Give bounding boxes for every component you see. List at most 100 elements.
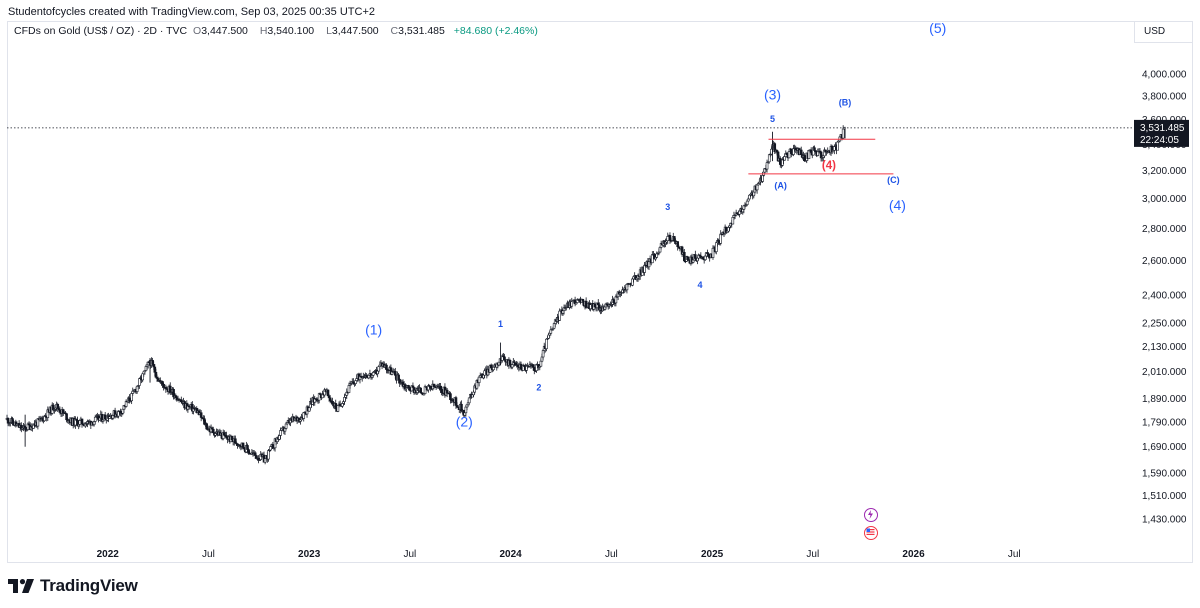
candle-body xyxy=(807,150,811,159)
candle-body xyxy=(93,416,97,422)
candle-body xyxy=(61,409,65,414)
wave-label: 3 xyxy=(665,202,670,212)
candle-body xyxy=(761,175,764,182)
wave-label: (3) xyxy=(764,87,781,103)
x-tick-label: 2026 xyxy=(902,549,925,560)
candle-body xyxy=(833,146,836,151)
candle-body xyxy=(532,367,536,371)
candle-body xyxy=(783,156,786,161)
candle-body xyxy=(344,394,347,398)
candle-body xyxy=(668,235,672,241)
candle-body xyxy=(6,417,10,424)
candle-body xyxy=(714,242,718,252)
candle-body xyxy=(393,371,397,376)
x-tick-label: 2023 xyxy=(298,549,321,560)
candle-body xyxy=(748,194,751,200)
price-tag-countdown: 22:24:05 xyxy=(1140,135,1179,146)
tradingview-logo-icon xyxy=(8,579,34,593)
candle-body xyxy=(707,253,710,258)
candle-body xyxy=(138,378,141,386)
candle-body xyxy=(472,391,475,396)
candle-body xyxy=(255,455,258,459)
candle-body xyxy=(253,452,257,456)
candle-body xyxy=(465,404,469,408)
candle-body xyxy=(471,394,474,398)
candle-body xyxy=(246,445,249,450)
y-tick-label: 1,890.000 xyxy=(1142,394,1187,405)
open-value: 3,447.500 xyxy=(201,25,248,37)
candle-body xyxy=(279,430,282,436)
tradingview-logo[interactable]: TradingView xyxy=(8,576,138,596)
wave-label: (B) xyxy=(839,97,852,107)
y-tick-label: 1,430.000 xyxy=(1142,515,1187,526)
wave-label: 5 xyxy=(770,114,775,124)
candle-body xyxy=(440,389,443,394)
x-tick-label: 2022 xyxy=(97,549,120,560)
x-tick-label: Jul xyxy=(202,549,215,560)
candle-body xyxy=(162,384,165,388)
candle-body xyxy=(225,435,228,439)
candle-body xyxy=(765,162,769,170)
chart-credit: Studentofcycles created with TradingView… xyxy=(8,6,375,18)
candle-body xyxy=(283,428,287,432)
y-tick-label: 2,130.000 xyxy=(1142,342,1187,353)
candle-body xyxy=(809,149,813,153)
ohlc-legend: CFDs on Gold (US$ / OZ) · 2D · TVC O3,44… xyxy=(14,25,538,37)
currency-button[interactable]: USD xyxy=(1134,21,1193,43)
candle-body xyxy=(787,151,791,159)
candle-body xyxy=(836,141,839,151)
x-tick-label: Jul xyxy=(605,549,618,560)
candle-body xyxy=(449,393,452,400)
candle-body xyxy=(746,198,750,202)
candle-body xyxy=(135,385,139,392)
wave-label: 4 xyxy=(697,280,702,290)
candle-body xyxy=(547,334,550,339)
candle-body xyxy=(151,360,154,365)
candle-body xyxy=(371,372,375,376)
candle-body xyxy=(376,370,379,375)
candle-body xyxy=(331,401,334,405)
candle-body xyxy=(153,366,157,373)
candle-body xyxy=(65,413,68,421)
candle-body xyxy=(489,364,493,369)
x-tick-label: Jul xyxy=(806,549,819,560)
close-label: C xyxy=(390,25,399,37)
wave-label: (4) xyxy=(822,160,836,172)
candle-body xyxy=(211,428,215,434)
candle-body xyxy=(429,385,432,389)
candle-body xyxy=(738,210,741,215)
candle-body xyxy=(103,414,107,420)
us-flag-icon[interactable] xyxy=(864,526,878,540)
candle-body xyxy=(503,356,506,361)
symbol-title[interactable]: CFDs on Gold (US$ / OZ) · 2D · TVC xyxy=(14,25,188,37)
candle-body xyxy=(141,373,144,381)
open-label: O xyxy=(193,25,202,37)
lightning-icon[interactable] xyxy=(864,508,878,522)
candle-body xyxy=(552,323,556,329)
low-value: 3,447.500 xyxy=(331,25,379,37)
candle-body xyxy=(423,386,427,394)
low-label: L xyxy=(326,25,332,37)
candle-body xyxy=(631,278,634,286)
candle-body xyxy=(454,397,458,406)
wave-label: (1) xyxy=(365,322,382,338)
candle-body xyxy=(367,375,371,379)
candle-body xyxy=(651,254,654,264)
candle-body xyxy=(683,252,686,262)
chart-frame xyxy=(7,21,1193,563)
candle-body xyxy=(56,403,60,409)
candle-body xyxy=(179,399,183,403)
candle-body xyxy=(307,407,311,412)
candle-body xyxy=(78,420,82,425)
candle-body xyxy=(727,227,730,232)
wave-label: (C) xyxy=(887,175,900,185)
y-tick-label: 2,250.000 xyxy=(1142,318,1187,329)
candle-body xyxy=(570,301,574,307)
y-tick-label: 2,600.000 xyxy=(1142,256,1187,267)
candle-body xyxy=(719,233,723,244)
candle-body xyxy=(408,387,411,391)
candle-body xyxy=(696,257,699,262)
candle-body xyxy=(691,259,695,263)
candle-body xyxy=(263,458,267,463)
